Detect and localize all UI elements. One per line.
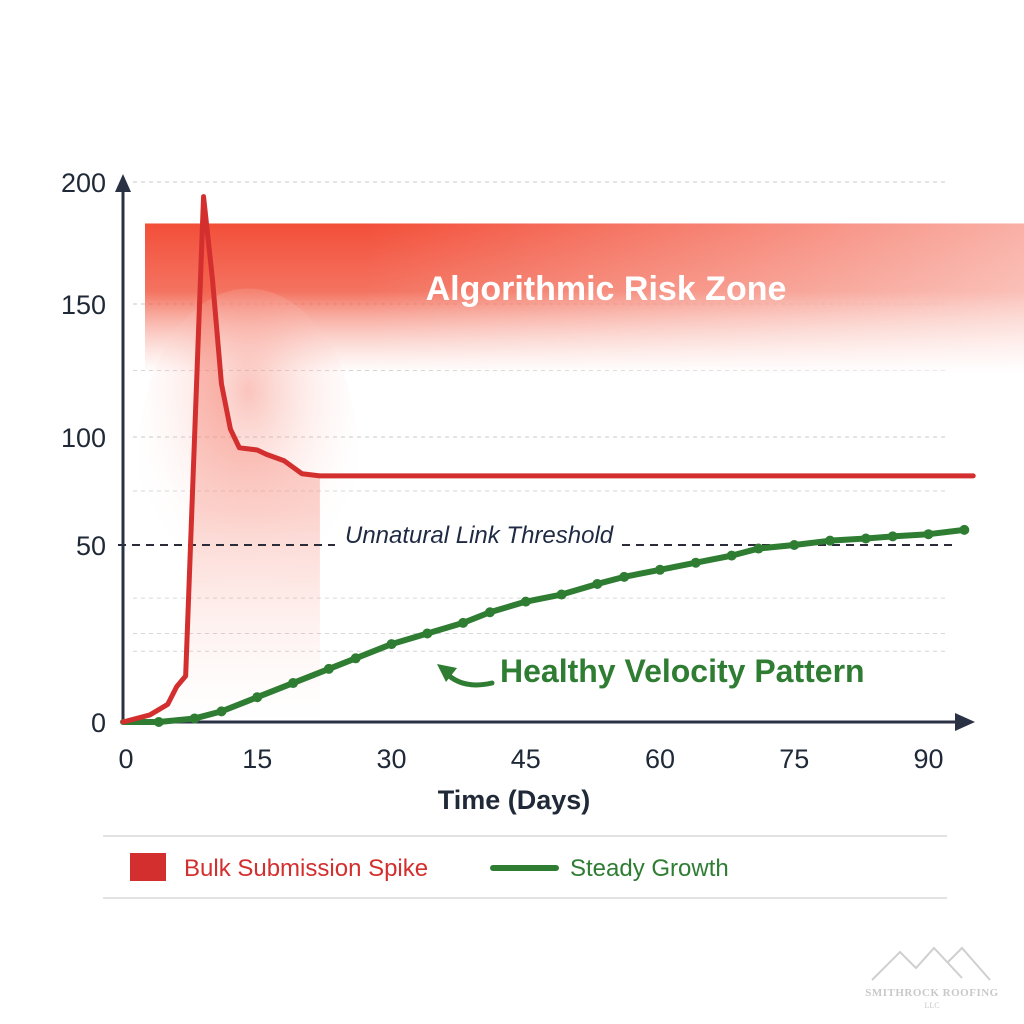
x-tick-label-30: 30 [376, 744, 406, 774]
legend: Bulk Submission Spike Steady Growth [103, 835, 947, 899]
steady-growth-point [153, 717, 164, 727]
bulk-submission-line [120, 194, 976, 725]
steady-growth-point [592, 578, 603, 589]
steady-growth-point [422, 628, 433, 639]
annotation-labels: Algorithmic Risk Zone Unnatural Link Thr… [345, 270, 865, 815]
x-tick-label-90: 90 [913, 744, 943, 774]
logo-roof-icon [871, 946, 991, 981]
series-steady-growth [120, 524, 970, 727]
x-tick-label-45: 45 [511, 744, 541, 774]
steady-growth-point [655, 564, 665, 575]
steady-growth-point [887, 531, 898, 542]
risk-zone-label: Algorithmic Risk Zone [426, 270, 787, 308]
steady-growth-point [458, 617, 469, 628]
y-axis-arrow-icon [115, 174, 131, 192]
axes: 0 50 100 150 200 0 15 30 45 60 75 90 [61, 168, 975, 774]
x-axis-label: Time (Days) [438, 785, 591, 815]
healthy-arrowhead-icon [437, 664, 457, 682]
y-tick-label-0: 0 [91, 708, 106, 738]
healthy-velocity-label: Healthy Velocity Pattern [500, 653, 865, 689]
legend-label-steady: Steady Growth [570, 855, 729, 882]
series-bulk-submission-spike [120, 194, 976, 725]
steady-growth-point [252, 692, 263, 703]
x-tick-label-60: 60 [645, 744, 675, 774]
y-tick-label-100: 100 [61, 423, 106, 453]
steady-growth-point [690, 557, 701, 568]
spike-glow [138, 288, 359, 629]
steady-growth-point [959, 524, 970, 535]
steady-growth-point [216, 706, 227, 717]
logo-name: SMITHROCK ROOFING [865, 987, 998, 999]
steady-growth-point [753, 543, 764, 554]
y-tick-label-50: 50 [76, 531, 106, 561]
steady-growth-point [619, 571, 630, 582]
watermark-logo: SMITHROCK ROOFING LLC [865, 946, 998, 1010]
steady-growth-point [860, 533, 871, 544]
steady-growth-point [726, 550, 737, 561]
steady-growth-point [288, 678, 299, 689]
steady-growth-line [120, 526, 968, 725]
spike-fill [123, 196, 359, 722]
legend-label-bulk: Bulk Submission Spike [184, 855, 428, 882]
y-tick-label-200: 200 [61, 168, 106, 198]
steady-growth-point [789, 540, 800, 550]
logo-sub: LLC [924, 1001, 939, 1010]
steady-growth-point [825, 535, 836, 546]
x-axis-arrow-icon [955, 713, 975, 731]
steady-growth-point [923, 529, 934, 540]
x-tick-label-75: 75 [779, 744, 809, 774]
x-tick-label-15: 15 [242, 744, 272, 774]
steady-growth-point [386, 639, 397, 650]
steady-growth-point [350, 653, 361, 664]
legend-swatch-bulk [130, 853, 166, 881]
steady-growth-point [556, 589, 567, 600]
steady-growth-point [484, 607, 495, 618]
threshold-label: Unnatural Link Threshold [345, 522, 614, 549]
steady-growth-point [323, 663, 334, 674]
y-tick-label-150: 150 [61, 290, 106, 320]
steady-growth-point [520, 596, 531, 607]
x-tick-label-0: 0 [118, 744, 133, 774]
steady-growth-point [189, 713, 200, 724]
